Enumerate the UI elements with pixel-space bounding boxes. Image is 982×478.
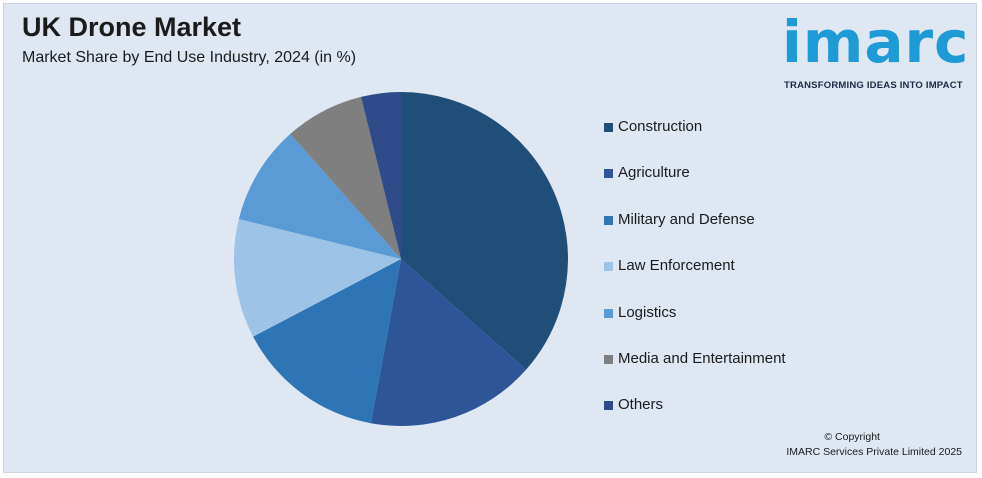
legend-label: Agriculture bbox=[618, 164, 690, 182]
chart-subtitle: Market Share by End Use Industry, 2024 (… bbox=[22, 49, 357, 66]
legend-swatch bbox=[604, 262, 613, 272]
pie-slice-law-enforcement bbox=[234, 219, 401, 337]
legend-item-law-enforcement: Law Enforcement bbox=[604, 257, 786, 303]
legend-item-media-and-entertainment: Media and Entertainment bbox=[604, 350, 786, 396]
copyright-block: © Copyright IMARC Services Private Limit… bbox=[786, 430, 972, 460]
legend-item-logistics: Logistics bbox=[604, 304, 786, 350]
copyright-line-2: IMARC Services Private Limited 2025 bbox=[786, 446, 962, 458]
legend-label: Logistics bbox=[618, 303, 677, 321]
chart-legend: Construction Agriculture Military and Defe… bbox=[604, 118, 786, 443]
pie-slice-media-and-entertainment bbox=[290, 96, 401, 259]
legend-swatch bbox=[604, 308, 613, 318]
chart-title: UK Drone Market bbox=[22, 12, 242, 42]
legend-label: Others bbox=[618, 396, 664, 414]
legend-swatch bbox=[604, 123, 613, 132]
legend-label: Law Enforcement bbox=[618, 257, 735, 275]
copyright-line-1: © Copyright bbox=[824, 431, 880, 443]
legend-label: Military and Defense bbox=[618, 210, 755, 228]
legend-item-agriculture: Agriculture bbox=[604, 164, 786, 210]
pie-slice-agriculture bbox=[370, 259, 527, 426]
pie-slice-military-and-defense bbox=[253, 259, 401, 424]
pie-slice-construction bbox=[401, 92, 568, 370]
pie-slice-others bbox=[361, 92, 401, 259]
legend-item-military-and-defense: Military and Defense bbox=[604, 211, 786, 257]
legend-swatch bbox=[604, 169, 613, 179]
legend-swatch bbox=[604, 215, 613, 225]
legend-swatch bbox=[604, 401, 613, 411]
imarc-logo: imarc TRANSFORMING IDEAS INTO IMPACT bbox=[778, 8, 974, 98]
logo-tagline: TRANSFORMING IDEAS INTO IMPACT bbox=[784, 80, 963, 91]
legend-item-others: Others bbox=[604, 396, 786, 442]
pie-slice-logistics bbox=[238, 133, 401, 259]
legend-label: Media and Entertainment bbox=[618, 349, 786, 367]
legend-item-construction: Construction bbox=[604, 118, 786, 164]
legend-swatch bbox=[604, 354, 613, 364]
legend-label: Construction bbox=[618, 118, 703, 135]
logo-wordmark: imarc bbox=[782, 8, 970, 76]
